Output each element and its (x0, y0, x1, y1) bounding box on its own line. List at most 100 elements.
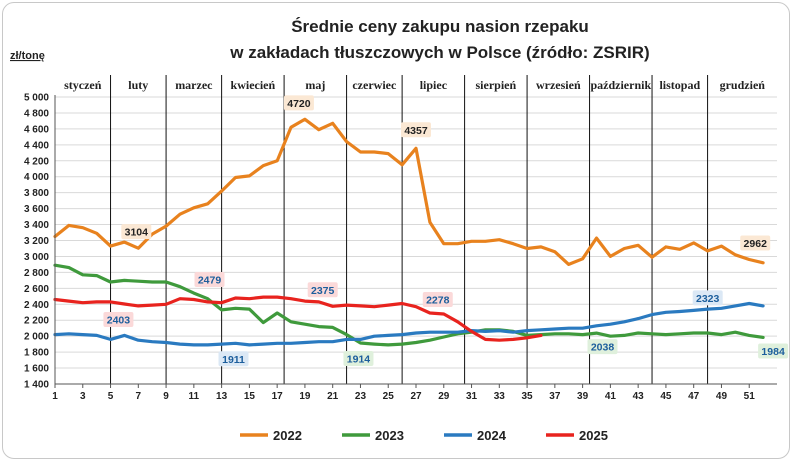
y-tick-label: 4 000 (24, 172, 49, 183)
x-tick-label: 51 (744, 391, 756, 402)
x-tick-label: 45 (660, 391, 672, 402)
month-label: styczeń (64, 78, 102, 92)
month-label: luty (128, 78, 148, 92)
legend-label: 2025 (579, 428, 608, 443)
data-label-box (103, 312, 134, 328)
y-tick-label: 2 400 (24, 300, 49, 311)
month-label: listopad (659, 78, 700, 92)
x-tick-label: 47 (688, 391, 700, 402)
data-label: 1911 (222, 354, 245, 366)
month-bands: styczeń luty marzec kwiecień maj czerwiec lipi… (64, 75, 765, 384)
series-line-2025 (53, 295, 543, 342)
month-label: kwiecień (231, 78, 276, 92)
series-line-2024 (53, 301, 765, 347)
x-tick-label: 33 (494, 391, 506, 402)
y-tick-label: 3 600 (24, 204, 49, 215)
y-tick-label: 2 800 (24, 268, 49, 279)
data-label-box (401, 122, 431, 138)
data-label-box (740, 235, 771, 251)
series-line-2023 (53, 263, 765, 347)
y-tick-label: 3 200 (24, 236, 49, 247)
month-label: lipiec (420, 78, 448, 92)
y-tick-label: 2 600 (24, 284, 49, 295)
series-lines (53, 117, 765, 347)
legend-label: 2024 (477, 428, 507, 443)
x-tick-label: 21 (327, 391, 339, 402)
legend-label: 2022 (273, 428, 302, 443)
data-label-box (587, 339, 618, 355)
x-tick-label: 1 (52, 391, 58, 402)
data-label-box (283, 95, 314, 111)
data-label: 4720 (287, 98, 311, 110)
month-label: październik (590, 78, 651, 92)
data-labels: 3104 4720 4357 2962 1914 2038 1984 1911 2323 2403… (103, 95, 789, 367)
y-tick-label: 4 400 (24, 140, 49, 151)
data-label: 2278 (426, 295, 450, 307)
data-label: 1984 (761, 346, 785, 358)
data-label-box (218, 351, 249, 367)
x-tick-label: 3 (80, 391, 86, 402)
data-label: 2403 (107, 315, 131, 327)
series-line-2022 (53, 117, 765, 266)
y-tick-label: 4 600 (24, 124, 49, 135)
x-tick-label: 7 (136, 391, 142, 402)
x-tick-label: 31 (466, 391, 478, 402)
y-tick-label: 3 800 (24, 188, 49, 199)
data-label-box (343, 351, 374, 367)
x-tick-label: 39 (577, 391, 589, 402)
x-tick-label: 19 (299, 391, 311, 402)
data-label-box (121, 224, 152, 240)
y-tick-label: 5 000 (24, 93, 49, 104)
data-label: 2962 (744, 238, 768, 250)
y-tick-label: 2 000 (24, 332, 49, 343)
y-tick-label: 3 000 (24, 252, 49, 263)
data-label-box (194, 271, 225, 287)
y-tick-label: 2 200 (24, 316, 49, 327)
data-label-box (307, 282, 338, 298)
x-tick-label: 25 (383, 391, 395, 402)
legend: 2022 2023 2024 2025 (240, 428, 608, 443)
data-label: 2479 (198, 274, 222, 286)
data-label: 2038 (591, 342, 615, 354)
axes: 1 400 1 600 1 800 2 000 2 200 2 400 2 600 2 800… (24, 93, 777, 402)
y-tick-label: 1 800 (24, 348, 49, 359)
y-tick-label: 4 200 (24, 156, 49, 167)
x-tick-label: 17 (272, 391, 284, 402)
y-axis-unit: zł/tonę (10, 50, 45, 62)
data-label: 1914 (347, 354, 371, 366)
x-tick-label: 49 (716, 391, 728, 402)
data-label: 3104 (125, 227, 149, 239)
x-tick-label: 15 (244, 391, 256, 402)
x-tick-label: 41 (605, 391, 617, 402)
y-tick-label: 3 400 (24, 220, 49, 231)
chart-title-line1: Średnie ceny zakupu nasion rzepaku (291, 17, 589, 36)
x-tick-label: 29 (438, 391, 450, 402)
month-label: marzec (175, 78, 213, 92)
x-tick-label: 9 (163, 391, 169, 402)
data-label-box (422, 292, 453, 308)
y-tick-label: 4 800 (24, 108, 49, 119)
chart-title-line2: w zakładach tłuszczowych w Polsce (źródł… (229, 43, 649, 62)
data-label: 4357 (404, 125, 428, 137)
legend-label: 2023 (375, 428, 404, 443)
x-tick-label: 37 (549, 391, 561, 402)
x-tick-label: 27 (410, 391, 422, 402)
x-tick-label: 11 (189, 391, 200, 402)
y-tick-label: 1 600 (24, 364, 49, 375)
data-label-box (692, 290, 723, 306)
y-tick-label: 1 400 (24, 380, 49, 391)
x-tick-label: 5 (108, 391, 114, 402)
month-label: sierpień (476, 78, 517, 92)
x-tick-label: 13 (216, 391, 228, 402)
month-label: wrzesień (536, 78, 581, 92)
x-tick-label: 23 (355, 391, 367, 402)
data-label-box (758, 343, 789, 359)
x-tick-label: 35 (522, 391, 534, 402)
data-label: 2375 (311, 285, 335, 297)
month-label: czerwiec (352, 78, 397, 92)
month-label: maj (305, 78, 325, 92)
x-tick-label: 43 (633, 391, 645, 402)
data-label: 2323 (696, 293, 720, 305)
month-label: grudzień (720, 78, 766, 92)
